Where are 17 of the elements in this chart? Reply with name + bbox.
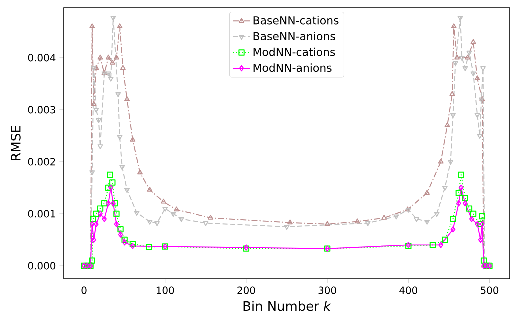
x-tick-label: 0 [82, 286, 87, 294]
x-tick-label: 400 [400, 286, 418, 294]
y-tick-label: 0.003 [28, 106, 56, 114]
legend-label: ModNN-anions [254, 64, 332, 72]
y-tick-label: 0.002 [28, 158, 56, 166]
x-tick-label: 100 [156, 286, 174, 294]
x-tick-label: 500 [480, 286, 499, 294]
y-axis-title: RMSE [11, 126, 21, 161]
x-tick-label: 300 [318, 286, 336, 294]
legend-label: BaseNN-anions [254, 32, 336, 41]
x-axis-title: Bin Number k [244, 301, 332, 312]
x-tick-label: 200 [238, 286, 256, 294]
legend-label: ModNN-cations [254, 48, 336, 56]
y-tick-label: 0.001 [28, 210, 56, 218]
y-tick-label: 0.000 [28, 262, 56, 270]
y-tick-label: 0.004 [28, 54, 56, 62]
legend-label: BaseNN-cations [254, 16, 339, 25]
